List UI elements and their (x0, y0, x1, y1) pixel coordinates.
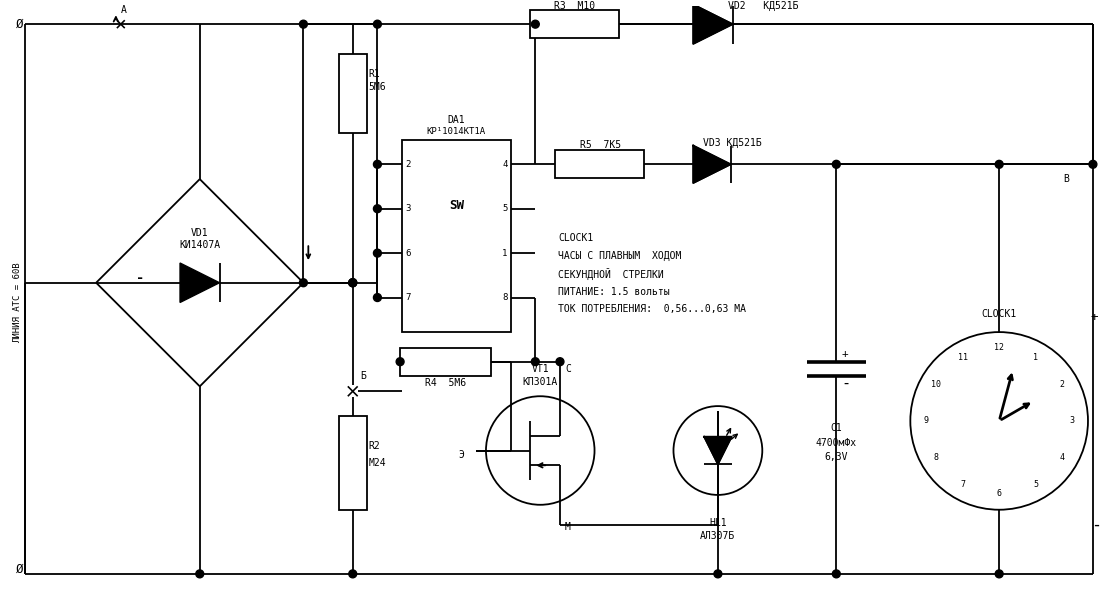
Circle shape (531, 20, 539, 28)
Text: 4: 4 (502, 160, 508, 169)
Text: C: C (565, 364, 571, 374)
Text: 8: 8 (934, 453, 938, 462)
Text: R5  7K5: R5 7K5 (580, 140, 620, 149)
Text: КИ1407А: КИ1407А (179, 240, 220, 250)
Text: 8: 8 (502, 293, 508, 302)
Bar (402, 140, 511, 332)
Text: 4: 4 (1060, 453, 1065, 462)
Text: Э: Э (458, 450, 464, 461)
Circle shape (196, 570, 203, 578)
Text: 7: 7 (405, 293, 410, 302)
Text: C1: C1 (831, 423, 842, 433)
Circle shape (556, 358, 563, 366)
Text: 6: 6 (996, 490, 1002, 499)
Text: Ø: Ø (16, 562, 23, 575)
Text: КП301А: КП301А (522, 377, 558, 387)
Circle shape (833, 570, 841, 578)
Text: R4  5M6: R4 5M6 (425, 378, 466, 389)
Circle shape (300, 279, 307, 287)
Bar (555, 151, 644, 178)
Circle shape (373, 249, 381, 257)
Text: A: A (121, 5, 126, 15)
Bar (400, 348, 491, 375)
Text: ТОК ПОТРЕБЛЕНИЯ:  0,56...0,63 МА: ТОК ПОТРЕБЛЕНИЯ: 0,56...0,63 МА (558, 305, 746, 314)
Text: КР¹1014КТ1А: КР¹1014КТ1А (427, 127, 486, 136)
Text: VT1: VT1 (531, 364, 549, 374)
Text: ЛИНИЯ АТС = 60В: ЛИНИЯ АТС = 60В (12, 262, 21, 343)
Text: -: - (841, 376, 851, 391)
Circle shape (833, 161, 841, 168)
Polygon shape (693, 4, 732, 44)
Text: 7: 7 (960, 480, 965, 488)
Bar (339, 54, 367, 133)
Text: СЕКУНДНОЙ  СТРЕЛКИ: СЕКУНДНОЙ СТРЕЛКИ (558, 268, 664, 280)
Circle shape (373, 293, 381, 302)
Bar (530, 10, 619, 38)
Text: 5: 5 (502, 204, 508, 213)
Text: +: + (841, 349, 849, 359)
Text: R3  M10: R3 M10 (555, 1, 596, 11)
Polygon shape (693, 146, 731, 183)
Text: B: B (1063, 174, 1069, 184)
Text: 5: 5 (1033, 480, 1039, 488)
Text: 3: 3 (1070, 416, 1074, 425)
Text: R1: R1 (369, 68, 380, 79)
Text: Ø: Ø (16, 18, 23, 31)
Text: 1: 1 (502, 249, 508, 258)
Text: Б: Б (361, 371, 367, 381)
Text: АЛ307Б: АЛ307Б (700, 531, 736, 541)
Text: 10: 10 (931, 380, 941, 389)
Text: VD2   КД521Б: VD2 КД521Б (728, 1, 798, 11)
Text: -: - (136, 271, 144, 285)
Text: 11: 11 (958, 353, 968, 362)
Text: 6,3V: 6,3V (825, 452, 849, 462)
Text: 12: 12 (994, 343, 1004, 352)
Circle shape (714, 570, 722, 578)
Text: M24: M24 (369, 458, 386, 468)
Text: 2: 2 (405, 160, 410, 169)
Circle shape (995, 570, 1003, 578)
Text: 1: 1 (1033, 353, 1039, 362)
Text: 9: 9 (923, 416, 929, 425)
Text: CLOCK1: CLOCK1 (982, 309, 1016, 320)
Text: 6: 6 (405, 249, 410, 258)
Text: M: M (565, 521, 571, 531)
Circle shape (373, 20, 381, 28)
Circle shape (531, 358, 539, 366)
Text: +: + (1091, 311, 1099, 324)
Circle shape (373, 205, 381, 212)
Circle shape (1089, 161, 1097, 168)
Circle shape (349, 279, 357, 287)
Polygon shape (180, 263, 219, 302)
Text: VD1: VD1 (191, 228, 209, 239)
Text: DA1: DA1 (447, 115, 465, 125)
Circle shape (396, 358, 404, 366)
Circle shape (349, 570, 357, 578)
Circle shape (995, 161, 1003, 168)
Circle shape (300, 20, 307, 28)
Text: ЧАСЫ С ПЛАВНЫМ  ХОДОМ: ЧАСЫ С ПЛАВНЫМ ХОДОМ (558, 251, 681, 261)
Text: 3: 3 (405, 204, 410, 213)
Text: 5M6: 5M6 (369, 82, 386, 92)
Text: HL1: HL1 (709, 518, 727, 528)
Polygon shape (704, 437, 731, 464)
Circle shape (373, 161, 381, 168)
Circle shape (349, 279, 357, 287)
Text: CLOCK1: CLOCK1 (558, 233, 594, 243)
Text: ПИТАНИЕ: 1.5 вольты: ПИТАНИЕ: 1.5 вольты (558, 287, 670, 297)
Circle shape (349, 279, 357, 287)
Circle shape (910, 332, 1088, 510)
Text: 2: 2 (1060, 380, 1065, 389)
Text: VD3 КД521Б: VD3 КД521Б (703, 137, 761, 148)
Bar (339, 416, 367, 510)
Text: SW: SW (448, 199, 464, 212)
Text: R2: R2 (369, 440, 380, 450)
Text: -: - (1091, 515, 1101, 534)
Text: 4700мФх: 4700мФх (816, 437, 856, 447)
